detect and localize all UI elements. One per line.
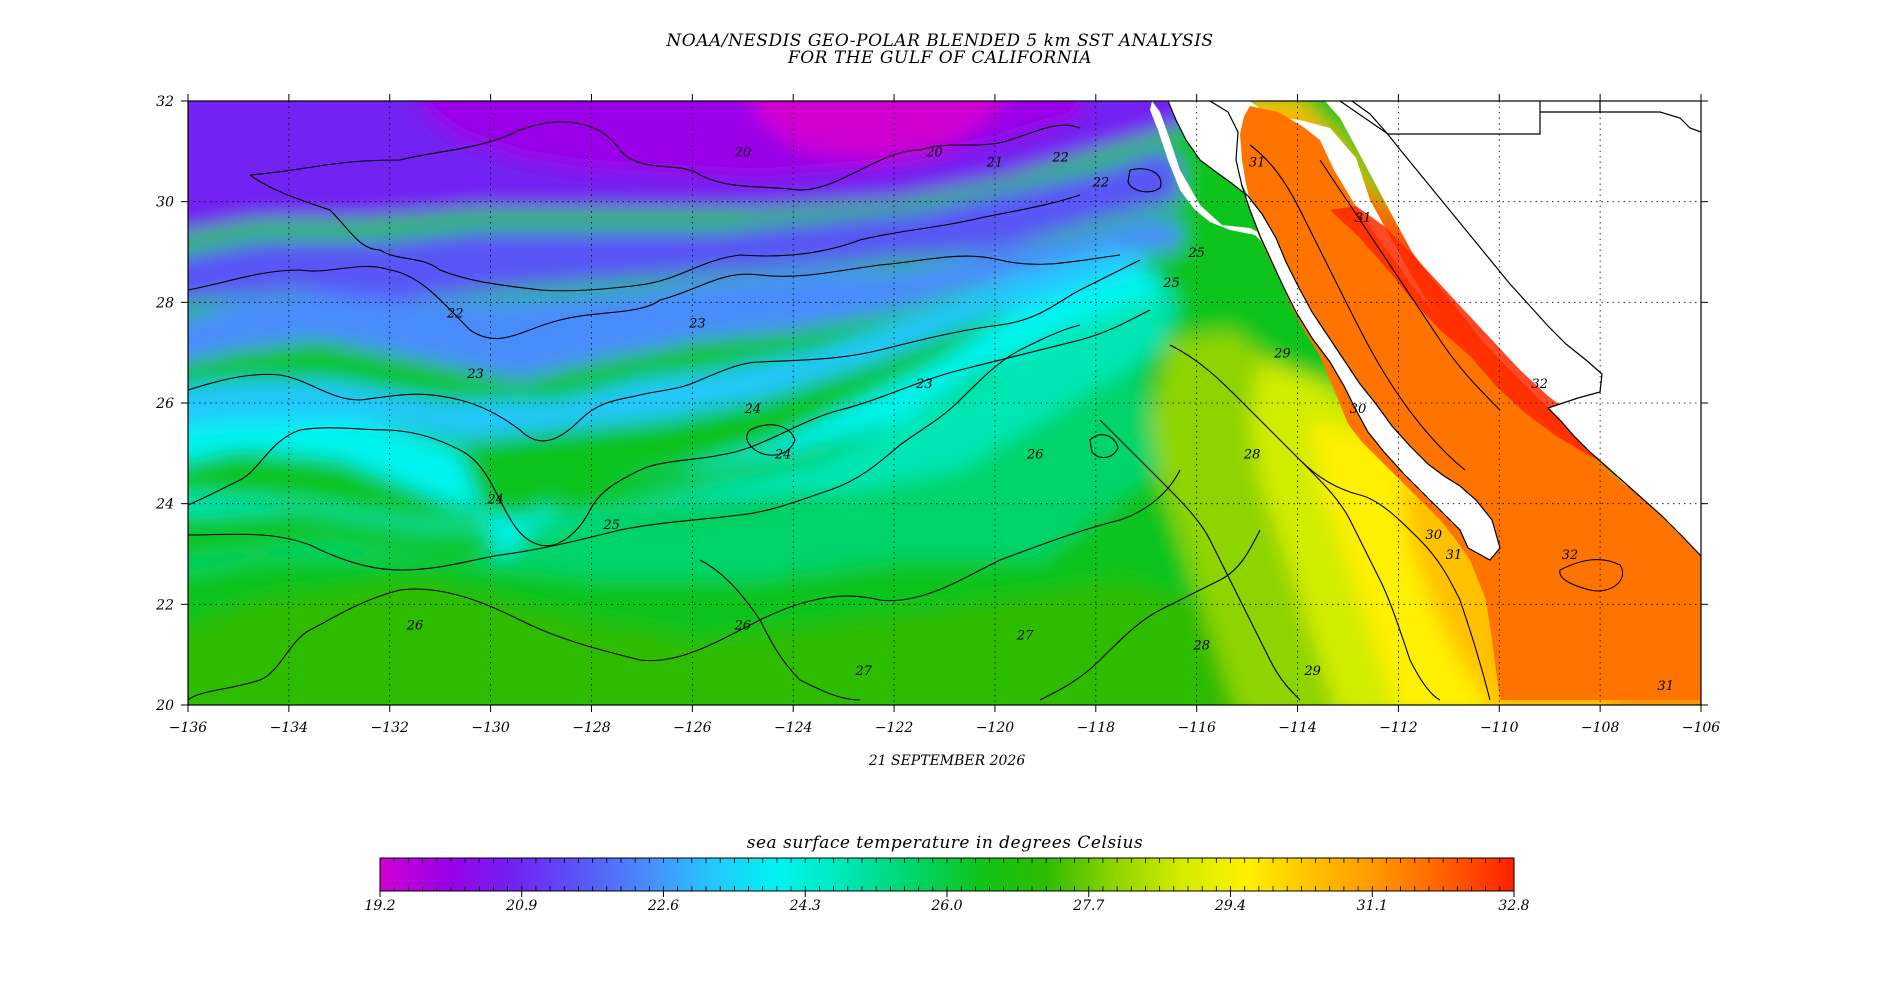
latitude-labels: 20 22 24 26 28 30 32 [155, 94, 174, 714]
sst-map: −136 −134 −132 −130 −128 −126 −124 −122 −120 −118… [155, 94, 1721, 736]
colorbar-tick-labels: 19.2 20.9 22.6 24.3 26.0 27.7 29.4 31.1 32.8 [364, 891, 1530, 914]
lon-tick-label: −110 [1480, 720, 1519, 736]
lat-tick-label: 26 [155, 396, 174, 412]
contour-label: 20 [925, 145, 943, 160]
contour-label: 20 [733, 145, 751, 160]
contour-label: 29 [1303, 664, 1321, 679]
colorbar-tick-label: 29.4 [1214, 898, 1246, 914]
lon-tick-label: −136 [169, 720, 208, 736]
contour-label: 32 [1531, 377, 1548, 392]
contour-label: 27 [855, 664, 873, 679]
contour-label: 27 [1016, 629, 1034, 644]
contour-label: 31 [1249, 155, 1266, 170]
contour-label: 23 [688, 317, 706, 332]
lon-tick-label: −118 [1077, 720, 1116, 736]
colorbar-title: sea surface temperature in degrees Celsi… [747, 833, 1143, 853]
contour-label: 24 [486, 493, 504, 508]
lon-tick-label: −130 [471, 720, 510, 736]
sst-contours [188, 121, 1623, 701]
contour-label: 25 [1162, 276, 1180, 291]
contour-label: 32 [1562, 548, 1579, 563]
lat-tick-label: 20 [155, 698, 174, 714]
contour-label: 29 [1273, 347, 1291, 362]
lat-tick-label: 32 [156, 94, 174, 110]
lon-tick-label: −132 [371, 720, 410, 736]
contour-label: 24 [774, 447, 792, 462]
lon-tick-label: −116 [1177, 720, 1216, 736]
lon-tick-label: −112 [1379, 720, 1418, 736]
contour-label: 21 [986, 155, 1004, 170]
lat-tick-label: 28 [155, 295, 174, 311]
contour-label: 25 [602, 518, 620, 533]
lat-lon-grid [188, 101, 1701, 705]
lon-tick-label: −106 [1682, 720, 1721, 736]
colorbar-tick-label: 22.6 [647, 898, 679, 914]
colorbar-tick-label: 24.3 [789, 898, 821, 914]
contour-label: 26 [733, 619, 751, 634]
lon-tick-label: −120 [976, 720, 1015, 736]
map-title-line2: FOR THE GULF OF CALIFORNIA [787, 48, 1092, 68]
colorbar-tick-label: 26.0 [930, 898, 962, 914]
contour-label: 31 [1657, 679, 1674, 694]
axis-ticks [181, 94, 1708, 712]
lon-tick-label: −122 [875, 720, 914, 736]
contour-label: 30 [1425, 528, 1442, 543]
contour-label: 30 [1350, 402, 1367, 417]
contour-label: 23 [915, 377, 933, 392]
contour-label: 31 [1446, 548, 1463, 563]
colorbar-minor-ticks [393, 858, 1501, 891]
lon-tick-label: −126 [673, 720, 712, 736]
contour-label: 26 [1026, 447, 1044, 462]
lon-tick-label: −128 [572, 720, 611, 736]
contour-label: 22 [1051, 150, 1069, 165]
gulf-sst-hot [1330, 206, 1620, 470]
lat-tick-label: 24 [155, 497, 174, 513]
contour-label: 24 [744, 402, 762, 417]
lat-tick-label: 22 [155, 597, 174, 613]
contour-label: 26 [406, 619, 424, 634]
contour-label: 28 [1243, 447, 1261, 462]
longitude-labels: −136 −134 −132 −130 −128 −126 −124 −122 −120 −118… [169, 720, 1721, 736]
analysis-date: 21 SEPTEMBER 2026 [868, 753, 1026, 769]
contour-label: 31 [1355, 211, 1372, 226]
contour-label: 22 [446, 306, 464, 321]
colorbar-tick-label: 32.8 [1498, 898, 1529, 914]
colorbar-tick-label: 27.7 [1072, 898, 1104, 914]
contour-label: 23 [466, 367, 484, 382]
coastline [1167, 101, 1701, 561]
contour-label: 28 [1192, 639, 1210, 654]
lat-tick-label: 30 [156, 195, 174, 211]
colorbar: sea surface temperature in degrees Celsi… [364, 833, 1529, 914]
lon-tick-label: −124 [774, 720, 812, 736]
lon-tick-label: −108 [1581, 720, 1620, 736]
colorbar-tick-label: 31.1 [1357, 898, 1388, 914]
mainland-mexico [1352, 101, 1701, 556]
lon-tick-label: −134 [270, 720, 308, 736]
lon-tick-label: −114 [1278, 720, 1316, 736]
colorbar-tick-label: 20.9 [505, 898, 537, 914]
contour-label: 25 [1187, 246, 1205, 261]
contour-labels: 20 20 21 22 22 22 23 23 23 24 24 24 25 25 25 26 26 26 27 27… [406, 145, 1674, 694]
colorbar-tick-label: 19.2 [364, 898, 395, 914]
contour-label: 22 [1092, 176, 1110, 191]
map-title-line1: NOAA/NESDIS GEO-POLAR BLENDED 5 km SST A… [665, 31, 1213, 51]
